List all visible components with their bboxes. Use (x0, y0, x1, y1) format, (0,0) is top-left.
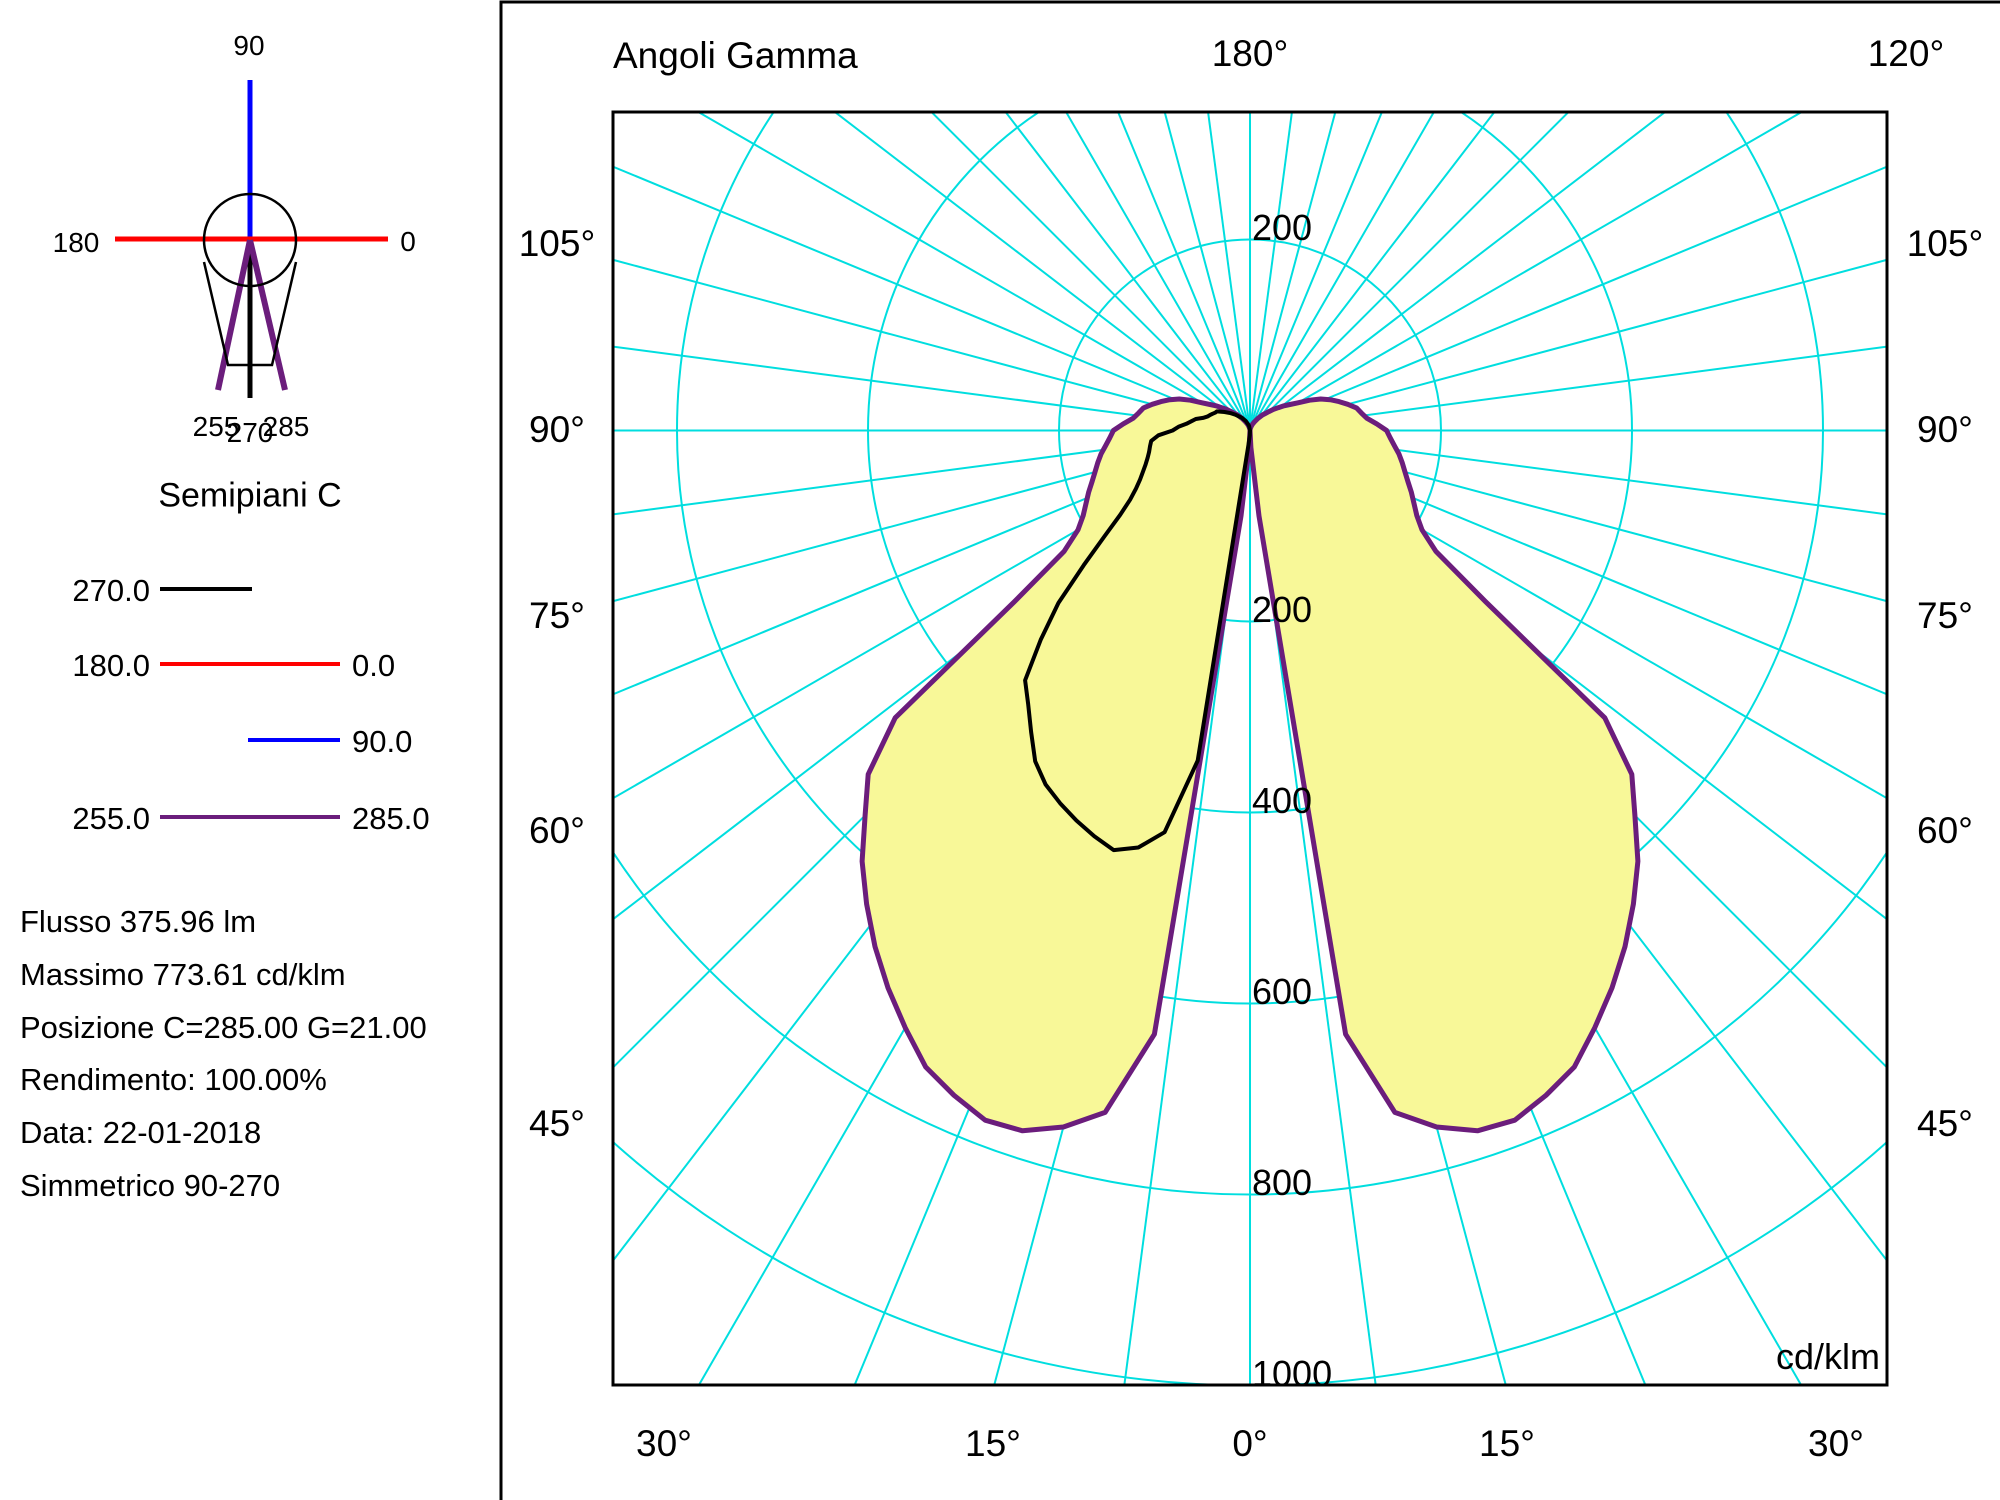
lamp-axis-285-line (247, 239, 288, 391)
gamma-label-left-2: 75° (529, 595, 585, 636)
grid-ray-right-157.5 (1249, 112, 1384, 431)
bulb-outline-circle (202, 192, 298, 288)
legend-line-2 (248, 738, 340, 742)
info-line-4: Data: 22-01-2018 (20, 1115, 262, 1151)
grid-ray-right-82.5 (1249, 429, 1887, 516)
intensity-curves (859, 396, 1641, 1134)
gamma-label-left-3: 60° (529, 810, 585, 851)
legend-line-0 (160, 587, 252, 591)
gamma-label-right-4: 45° (1917, 1103, 1973, 1144)
grid-ray-left-97.5 (613, 345, 1251, 432)
radial-tick-label-1: 200 (1252, 589, 1313, 630)
grid-ray-right-75 (1249, 429, 1887, 603)
grid-ray-right-150 (1249, 112, 1436, 432)
legend-right-label-2: 90.0 (352, 724, 413, 759)
gamma-label-right-1: 90° (1917, 409, 1973, 450)
legend-right-label-3: 285.0 (352, 801, 430, 836)
grid-ray-left-150 (1064, 112, 1251, 432)
lamp-label-0: 0 (400, 226, 416, 257)
grid-ray-right-67.5 (1249, 429, 1887, 696)
grid-ray-left-172.5 (1207, 112, 1251, 431)
legend-line-3 (160, 815, 340, 819)
grid-ray-left-7.5 (1123, 430, 1251, 1385)
legend-right-label-1: 0.0 (352, 648, 396, 683)
grid-ray-right-7.5 (1249, 430, 1377, 1385)
grid-ray-left-75 (613, 429, 1251, 603)
gamma-label-left-0: 105° (518, 223, 596, 264)
info-line-3: Rendimento: 100.00% (20, 1062, 327, 1098)
grid-ray-right-165 (1249, 112, 1337, 431)
gamma-label-bottom-4: 30° (1808, 1423, 1864, 1464)
gamma-label-bottom-0: 30° (636, 1423, 692, 1464)
info-line-0: Flusso 375.96 lm (20, 904, 257, 939)
grid-ray-right-97.5 (1249, 345, 1887, 432)
lamp-axis-255-line (215, 239, 253, 391)
grid-circle-800 (613, 850, 1887, 1196)
grid-ray-right-135 (1249, 112, 1570, 432)
semiplanes-title: Semipiani C (158, 476, 342, 515)
legend-line-1 (160, 662, 340, 666)
grid-ray-right-120 (1249, 112, 1804, 432)
gamma-label-top-1: 120° (1867, 33, 1945, 74)
info-line-1: Massimo 773.61 cd/klm (20, 956, 346, 992)
grid-ray-right-127.5 (1249, 112, 1667, 432)
curve-c270 (1023, 409, 1252, 853)
gamma-label-right-3: 60° (1917, 810, 1973, 851)
grid-ray-left-67.5 (613, 429, 1251, 696)
grid-ray-right-112.5 (1249, 165, 1887, 432)
info-line-5: Simmetrico 90-270 (20, 1168, 281, 1203)
radial-tick-label-0: 200 (1252, 207, 1313, 248)
outer-border (499, 0, 2000, 1500)
gamma-label-left-1: 90° (529, 409, 585, 450)
legend-left-label-1: 180.0 (72, 648, 150, 683)
lamp-label-180: 180 (52, 227, 100, 258)
gamma-label-bottom-3: 15° (1479, 1423, 1535, 1464)
legend-left-label-0: 270.0 (72, 573, 150, 608)
grid-ray-left-127.5 (833, 112, 1251, 432)
gamma-label-right-2: 75° (1917, 595, 1973, 636)
grid-ray-right-105 (1249, 258, 1887, 432)
curve-c255-c285 (859, 396, 1641, 1134)
lamp-label-90: 90 (233, 30, 265, 61)
grid-ray-left-82.5 (613, 429, 1251, 516)
grid-ray-left-112.5 (613, 165, 1251, 432)
gamma-label-left-4: 45° (529, 1103, 585, 1144)
unit-label: cd/klm (1775, 1336, 1880, 1377)
grid-ray-left-60 (613, 429, 1251, 800)
left-info-panel: 90 180 0 255 270 285 Semipiani C 270.0 18… (0, 0, 500, 1500)
radial-tick-label-3: 600 (1252, 971, 1313, 1012)
gamma-label-bottom-2: 0° (1232, 1423, 1268, 1464)
grid-ray-right-60 (1249, 429, 1887, 800)
grid-ray-left-105 (613, 258, 1251, 432)
radial-tick-label-4: 800 (1252, 1162, 1313, 1203)
grid-ray-left-120 (696, 112, 1251, 432)
radial-tick-label-5: 1000 (1252, 1353, 1333, 1394)
bulb-outline-flask (202, 261, 298, 367)
radial-tick-label-2: 400 (1252, 780, 1313, 821)
legend-left-label-3: 255.0 (72, 801, 150, 836)
gamma-label-bottom-1: 15° (965, 1423, 1021, 1464)
info-line-2: Posizione C=285.00 G=21.00 (20, 1009, 427, 1045)
grid-ray-left-165 (1163, 112, 1251, 431)
lamp-orientation-sketch (115, 80, 388, 398)
grid-ray-left-157.5 (1116, 112, 1251, 431)
grid-ray-right-172.5 (1249, 112, 1293, 431)
grid-ray-left-142.5 (1004, 112, 1251, 432)
grid-ray-left-135 (930, 112, 1251, 432)
lamp-label-255: 255 (192, 411, 240, 442)
lamp-label-285: 285 (262, 411, 310, 442)
gamma-label-top-0: 180° (1211, 33, 1289, 74)
grid-ray-right-142.5 (1249, 112, 1496, 432)
gamma-label-right-0: 105° (1906, 223, 1984, 264)
lamp-label-270: 270 (226, 417, 274, 448)
inner-border (611, 110, 1889, 1387)
chart-title: Angoli Gamma (613, 35, 858, 76)
